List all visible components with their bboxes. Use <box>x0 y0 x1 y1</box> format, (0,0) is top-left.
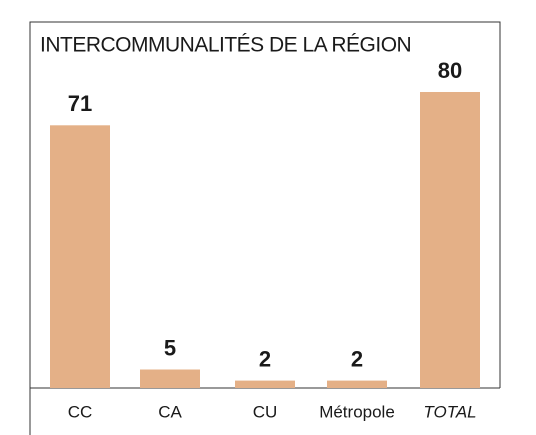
bar <box>420 92 480 388</box>
value-label: 80 <box>438 58 462 83</box>
value-label: 2 <box>351 346 363 371</box>
x-tick-label: CU <box>253 402 278 421</box>
value-label: 2 <box>259 346 271 371</box>
x-tick-label: Métropole <box>319 402 395 421</box>
bar <box>140 369 200 388</box>
bar <box>50 125 110 389</box>
bar <box>327 380 387 388</box>
value-label: 5 <box>164 335 176 360</box>
x-tick-label: TOTAL <box>423 402 476 421</box>
x-tick-label: CC <box>68 402 93 421</box>
chart-title: INTERCOMMUNALITÉS DE LA RÉGION <box>40 34 411 57</box>
x-tick-label: CA <box>158 402 182 421</box>
value-label: 71 <box>68 91 92 116</box>
bar <box>235 380 295 388</box>
